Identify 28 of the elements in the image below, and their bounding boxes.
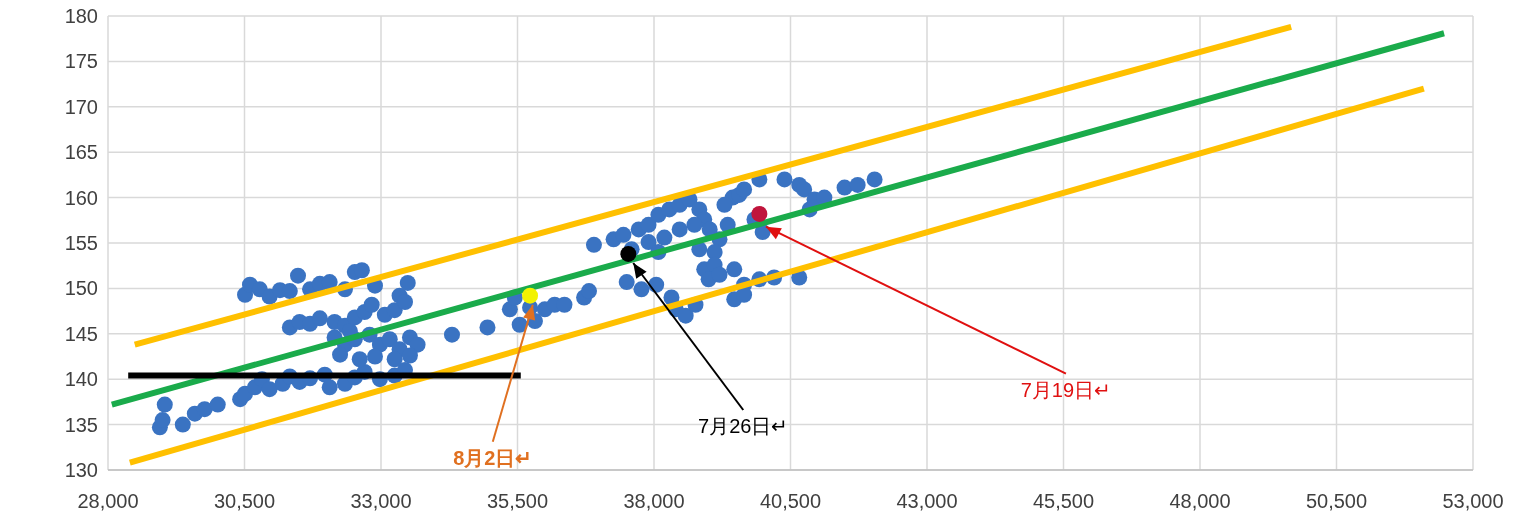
y-tick-label: 175 xyxy=(64,50,98,73)
x-tick-label: 43,000 xyxy=(896,490,958,512)
point xyxy=(751,205,768,222)
x-tick-label: 53,000 xyxy=(1442,490,1504,512)
point xyxy=(620,245,637,262)
x-tick-label: 40,500 xyxy=(759,490,822,512)
y-tick-label: 150 xyxy=(64,277,98,300)
x-tick-label: 48,000 xyxy=(1169,490,1231,512)
x-tick-label: 50,500 xyxy=(1305,490,1368,512)
x-tick-label: 28,000 xyxy=(77,490,139,512)
annotation: 7月26日↵ xyxy=(698,414,789,437)
y-tick-label: 160 xyxy=(64,186,98,209)
x-tick-label: 30,500 xyxy=(213,490,276,512)
y-tick-label: 140 xyxy=(64,368,98,391)
point xyxy=(522,287,539,304)
annotation: 7月19日↵ xyxy=(1020,378,1112,401)
x-tick-label: 33,000 xyxy=(350,490,412,512)
y-tick-label: 170 xyxy=(64,95,98,118)
x-tick-label: 38,000 xyxy=(623,490,685,512)
x-tick-label: 35,500 xyxy=(486,490,549,512)
y-tick-label: 130 xyxy=(64,459,98,481)
y-tick-label: 155 xyxy=(64,232,98,254)
y-tick-label: 180 xyxy=(64,5,98,27)
y-tick-label: 145 xyxy=(64,322,98,345)
y-tick-label: 135 xyxy=(64,413,98,436)
annotation: 8月2日↵ xyxy=(453,446,533,469)
y-tick-label: 165 xyxy=(64,141,98,164)
x-tick-label: 45,500 xyxy=(1032,490,1095,512)
